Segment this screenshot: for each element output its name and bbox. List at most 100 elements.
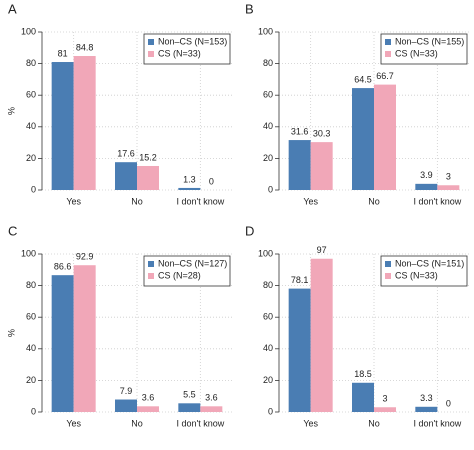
y-tick-label: 40 [26, 121, 36, 131]
panel-label: C [8, 223, 17, 238]
bar [310, 258, 333, 412]
legend-box [380, 33, 468, 65]
x-tick-label: No [368, 196, 380, 206]
legend-swatch [148, 273, 154, 279]
bar [73, 56, 96, 191]
bar [178, 403, 201, 412]
value-label: 17.6 [117, 149, 135, 159]
legend-entry: Non–CS (N=155) [395, 36, 464, 46]
legend-entry: CS (N=28) [158, 270, 201, 280]
x-tick-label: I don't know [413, 418, 461, 428]
y-tick-label: 0 [268, 406, 273, 416]
value-label: 78.1 [291, 275, 309, 285]
bar [352, 88, 374, 190]
bar [288, 140, 311, 190]
y-tick-label: 60 [26, 90, 36, 100]
y-axis-label: % [6, 329, 16, 337]
value-label: 1.3 [183, 174, 196, 184]
legend-swatch [385, 261, 391, 267]
y-tick-label: 100 [21, 248, 36, 258]
bar [178, 187, 201, 190]
legend-swatch [385, 39, 391, 45]
value-label: 3.3 [420, 393, 433, 403]
value-label: 86.6 [54, 262, 72, 272]
value-label: 18.5 [354, 369, 372, 379]
legend-box [380, 255, 468, 287]
value-label: 84.8 [76, 42, 94, 52]
x-tick-label: No [131, 196, 143, 206]
y-tick-label: 40 [263, 121, 273, 131]
value-label: 3.6 [205, 393, 218, 403]
bar [137, 165, 159, 190]
value-label: 30.3 [313, 129, 331, 139]
x-tick-label: Yes [303, 196, 318, 206]
bar [200, 406, 223, 412]
value-label: 92.9 [76, 252, 94, 262]
bar [310, 142, 333, 190]
bar [437, 185, 460, 190]
bar [288, 288, 311, 412]
y-tick-label: 20 [26, 153, 36, 163]
bar [415, 183, 438, 190]
value-label: 97 [317, 245, 327, 255]
bar [374, 407, 396, 412]
y-tick-label: 80 [263, 280, 273, 290]
x-tick-label: No [131, 418, 143, 428]
y-tick-label: 40 [263, 343, 273, 353]
value-label: 3.9 [420, 170, 433, 180]
y-tick-label: 0 [31, 184, 36, 194]
value-label: 81 [58, 48, 68, 58]
value-label: 15.2 [139, 152, 157, 162]
value-label: 0 [446, 398, 451, 408]
bar [51, 62, 74, 190]
y-tick-label: 0 [31, 406, 36, 416]
panel-label: D [245, 223, 254, 238]
value-label: 7.9 [120, 386, 133, 396]
x-tick-label: Yes [303, 418, 318, 428]
legend-swatch [385, 51, 391, 57]
y-tick-label: 80 [26, 280, 36, 290]
value-label: 3 [382, 394, 387, 404]
y-tick-label: 0 [268, 184, 273, 194]
y-tick-label: 20 [263, 153, 273, 163]
value-label: 0 [209, 176, 214, 186]
y-tick-label: 100 [258, 26, 273, 36]
legend-box [143, 33, 231, 65]
legend-swatch [385, 273, 391, 279]
value-label: 66.7 [376, 71, 394, 81]
x-tick-label: No [368, 418, 380, 428]
x-tick-label: I don't know [176, 418, 224, 428]
x-tick-label: I don't know [176, 196, 224, 206]
value-label: 3 [446, 172, 451, 182]
bar [415, 406, 438, 412]
value-label: 64.5 [354, 74, 372, 84]
bar [73, 265, 96, 412]
legend-entry: Non–CS (N=127) [158, 258, 227, 268]
bar [115, 162, 137, 190]
bar [137, 406, 159, 412]
y-tick-label: 100 [21, 26, 36, 36]
x-tick-label: Yes [66, 196, 81, 206]
legend-swatch [148, 51, 154, 57]
y-tick-label: 60 [26, 312, 36, 322]
legend-entry: CS (N=33) [395, 48, 438, 58]
y-tick-label: 80 [263, 58, 273, 68]
y-tick-label: 80 [26, 58, 36, 68]
panel-label: A [8, 1, 17, 16]
legend-swatch [148, 261, 154, 267]
legend-entry: CS (N=33) [395, 270, 438, 280]
y-tick-label: 20 [26, 375, 36, 385]
y-tick-label: 60 [263, 90, 273, 100]
y-tick-label: 40 [26, 343, 36, 353]
bar [352, 382, 374, 412]
legend-swatch [148, 39, 154, 45]
x-tick-label: Yes [66, 418, 81, 428]
y-tick-label: 100 [258, 248, 273, 258]
value-label: 5.5 [183, 390, 196, 400]
bar [51, 275, 74, 412]
legend-box [143, 255, 231, 287]
bar [115, 399, 137, 412]
value-label: 3.6 [142, 393, 155, 403]
panel-label: B [245, 1, 254, 16]
